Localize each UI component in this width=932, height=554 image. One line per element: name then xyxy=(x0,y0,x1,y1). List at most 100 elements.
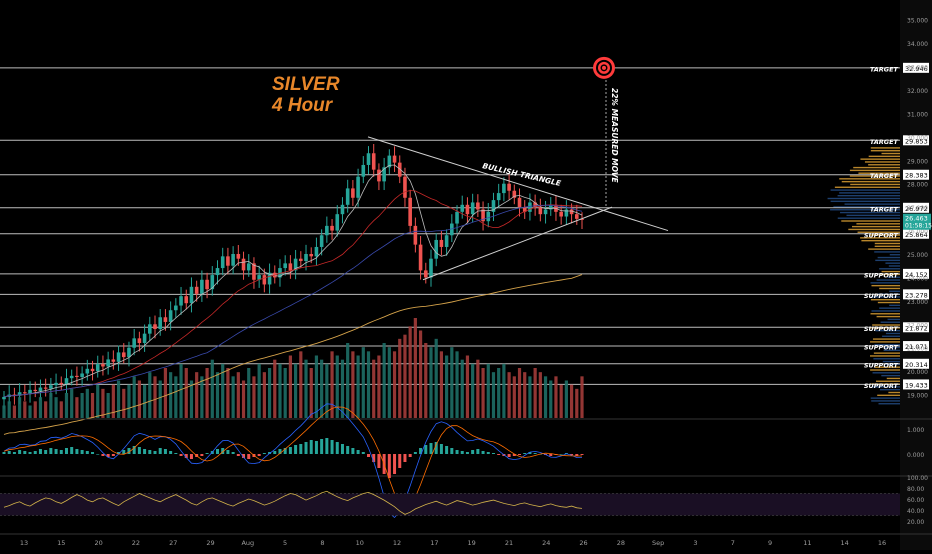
profile-bar xyxy=(870,282,900,284)
profile-bar xyxy=(878,403,900,405)
macd-hist-bar xyxy=(419,448,423,454)
candle-body xyxy=(564,209,569,217)
macd-hist-bar xyxy=(64,448,68,454)
profile-bar xyxy=(857,231,900,233)
level-price-box xyxy=(903,358,929,369)
rsi-tick: 40.00 xyxy=(907,508,924,515)
volume-bar xyxy=(23,401,27,418)
macd-hist-bar xyxy=(28,452,32,454)
volume-bar xyxy=(142,384,147,418)
candle-body xyxy=(569,209,574,215)
profile-bar xyxy=(870,355,900,357)
candle-body xyxy=(241,258,246,271)
volume-bar xyxy=(309,368,313,418)
volume-bar xyxy=(96,384,100,418)
price-tick: 20.000 xyxy=(907,369,928,376)
profile-bar xyxy=(849,169,900,172)
profile-bar xyxy=(870,150,900,152)
macd-hist-bar xyxy=(367,454,371,457)
candle-body xyxy=(507,183,511,191)
profile-bar xyxy=(861,239,900,242)
macd-hist-bar xyxy=(278,449,282,454)
triangle-upper-line xyxy=(367,136,669,232)
candle-body xyxy=(304,254,308,262)
profile-bar xyxy=(868,164,900,166)
macd-hist-bar xyxy=(75,449,79,454)
candle-body xyxy=(215,268,220,276)
candle-body xyxy=(330,225,334,231)
ma-long-line xyxy=(3,274,583,435)
time-tick: 19 xyxy=(468,539,476,547)
macd-hist-bar xyxy=(429,443,433,454)
profile-bar xyxy=(839,178,900,180)
macd-hist-bar xyxy=(570,454,574,455)
macd-hist-bar xyxy=(7,451,11,454)
volume-bar xyxy=(210,359,214,418)
profile-bar xyxy=(849,175,900,177)
macd-hist-bar xyxy=(346,446,350,454)
profile-bar xyxy=(872,372,900,374)
macd-hist-bar xyxy=(127,448,131,454)
macd-hist-bar xyxy=(356,450,360,454)
level-price-label: 20.314 xyxy=(905,361,928,369)
volume-bar xyxy=(85,388,89,418)
macd-hist-bar xyxy=(320,439,324,454)
volume-bar xyxy=(2,405,6,418)
volume-bar xyxy=(137,380,141,418)
volume-bar xyxy=(189,380,194,418)
candle-body xyxy=(220,256,225,269)
profile-bar xyxy=(844,203,900,205)
macd-hist-bar xyxy=(580,454,584,455)
time-tick: 24 xyxy=(542,539,550,547)
profile-bar xyxy=(860,237,900,239)
macd-hist-bar xyxy=(491,453,495,454)
candle-body xyxy=(33,389,38,392)
profile-bar xyxy=(841,220,900,222)
macd-hist-bar xyxy=(549,454,553,456)
macd-hist-bar xyxy=(387,454,391,478)
rsi-pane: 100.00 80.00 60.00 40.00 20.00 xyxy=(0,475,928,526)
candle-body xyxy=(413,225,418,245)
macd-hist-bar xyxy=(85,451,89,454)
macd-hist-bar xyxy=(497,454,501,455)
macd-hist-bar xyxy=(283,448,287,454)
time-tick: 26 xyxy=(579,539,587,547)
rsi-tick: 100.00 xyxy=(907,475,928,482)
candle-body xyxy=(502,183,506,194)
profile-bar xyxy=(872,338,900,340)
macd-hist-bar xyxy=(309,440,313,454)
candle-body xyxy=(356,176,360,198)
macd-hist-bar xyxy=(179,454,183,456)
triangle-lower-line xyxy=(422,206,613,281)
macd-hist-bar xyxy=(299,444,303,454)
volume-bar xyxy=(221,363,225,418)
candle-body xyxy=(28,389,32,394)
candles xyxy=(2,143,584,409)
profile-bar xyxy=(833,206,900,208)
profile-bar xyxy=(889,254,900,256)
candle-body xyxy=(246,263,251,271)
volume-bar xyxy=(247,368,251,418)
profile-bar xyxy=(877,394,900,397)
volume-bar xyxy=(439,351,444,418)
price-tick: 19.000 xyxy=(907,393,928,400)
macd-hist-bar xyxy=(273,451,277,454)
price-tick: 29.000 xyxy=(907,158,928,165)
profile-bar xyxy=(871,310,900,312)
volume-bar xyxy=(49,393,53,418)
macd-hist-bar xyxy=(49,448,53,454)
candle-body xyxy=(153,324,157,329)
time-tick: 22 xyxy=(132,539,140,547)
candle-body xyxy=(397,162,402,177)
level-price-box xyxy=(903,341,929,352)
profile-bar xyxy=(884,346,900,349)
volume-bar xyxy=(543,376,548,418)
volume-bar xyxy=(429,347,433,418)
volume-bar xyxy=(564,380,568,418)
profile-bar xyxy=(876,315,900,318)
volume-bar xyxy=(424,343,428,418)
volume-bar xyxy=(28,405,32,418)
price-tick: 26.000 xyxy=(907,229,928,236)
volume-bar xyxy=(75,397,79,418)
